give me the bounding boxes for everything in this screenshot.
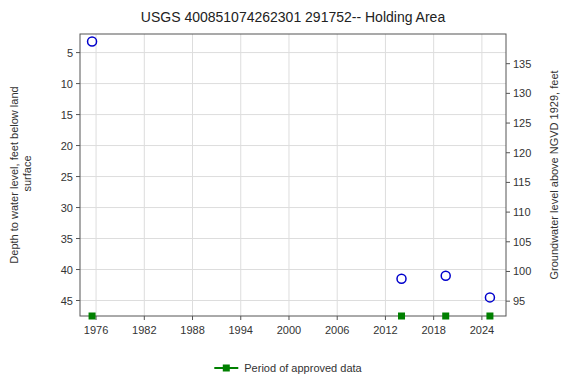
background bbox=[0, 0, 576, 384]
grid-line bbox=[80, 300, 506, 301]
grid-line bbox=[192, 34, 193, 316]
grid-line bbox=[433, 34, 434, 316]
grid-line bbox=[80, 114, 506, 115]
tick bbox=[76, 114, 80, 115]
tick bbox=[506, 182, 510, 183]
grid-line bbox=[481, 34, 482, 316]
y-axis-label-line: Depth to water level, feet below land bbox=[8, 86, 20, 263]
plot-area bbox=[88, 37, 495, 302]
grid-line bbox=[288, 34, 289, 316]
grid-line bbox=[96, 34, 97, 316]
period-marker bbox=[442, 313, 449, 320]
tick bbox=[506, 93, 510, 94]
tick bbox=[240, 316, 241, 320]
y-axis-label: Depth to water level, feet below land su… bbox=[8, 86, 33, 263]
axes: 1976 1982 1988 1994 2000 2006 2012 2018 2024 5 10 1… bbox=[61, 47, 532, 336]
tick-label: 115 bbox=[513, 176, 531, 188]
tick bbox=[76, 300, 80, 301]
y2-axis-label: Groundwater level above NGVD 1929, feet bbox=[548, 70, 560, 279]
edge-markers bbox=[89, 313, 494, 320]
grid-line bbox=[80, 52, 506, 53]
grid-line bbox=[80, 207, 506, 208]
title: USGS 400851074262301 291752-- Holding Ar… bbox=[141, 9, 446, 25]
tick bbox=[76, 269, 80, 270]
grid-line bbox=[337, 34, 338, 316]
tick bbox=[76, 83, 80, 84]
grid-line bbox=[144, 34, 145, 316]
tick-label: 20 bbox=[61, 140, 73, 152]
tick bbox=[506, 241, 510, 242]
tick bbox=[288, 316, 289, 320]
tick-label: 40 bbox=[61, 264, 73, 276]
tick-label: 95 bbox=[513, 295, 525, 307]
tick bbox=[144, 316, 145, 320]
tick-label: 2006 bbox=[325, 324, 349, 336]
tick-label: 5 bbox=[67, 47, 73, 59]
tick bbox=[385, 316, 386, 320]
tick bbox=[76, 145, 80, 146]
tick bbox=[506, 212, 510, 213]
grid-line bbox=[240, 34, 241, 316]
grid-line bbox=[80, 269, 506, 270]
tick-label: 1976 bbox=[84, 324, 108, 336]
period-marker bbox=[486, 313, 493, 320]
legend-marker bbox=[223, 365, 230, 372]
tick-label: 110 bbox=[513, 206, 531, 218]
tick bbox=[481, 316, 482, 320]
tick-label: 45 bbox=[61, 295, 73, 307]
tick bbox=[76, 52, 80, 53]
tick bbox=[76, 176, 80, 177]
tick bbox=[76, 238, 80, 239]
grid bbox=[80, 34, 506, 316]
tick bbox=[96, 316, 97, 320]
plot-frame bbox=[80, 34, 506, 316]
tick-label: 105 bbox=[513, 236, 531, 248]
tick-label: 35 bbox=[61, 233, 73, 245]
tick bbox=[433, 316, 434, 320]
tick bbox=[506, 152, 510, 153]
tick-label: 15 bbox=[61, 109, 73, 121]
tick-label: 2012 bbox=[373, 324, 397, 336]
period-marker bbox=[89, 313, 96, 320]
grid-line bbox=[80, 83, 506, 84]
tick-label: 2018 bbox=[421, 324, 445, 336]
tick-label: 2024 bbox=[470, 324, 494, 336]
tick bbox=[192, 316, 193, 320]
grid-line bbox=[80, 145, 506, 146]
grid-line bbox=[80, 238, 506, 239]
point bbox=[88, 37, 97, 46]
tick bbox=[506, 271, 510, 272]
tick-label: 1988 bbox=[180, 324, 204, 336]
tick-label: 30 bbox=[61, 202, 73, 214]
tick bbox=[506, 63, 510, 64]
tick-label: 120 bbox=[513, 147, 531, 159]
tick bbox=[506, 123, 510, 124]
tick-label: 10 bbox=[61, 78, 73, 90]
point bbox=[441, 271, 450, 280]
y-axis-label-line: surface bbox=[21, 155, 33, 194]
tick bbox=[76, 207, 80, 208]
grid-line bbox=[80, 176, 506, 177]
legend-label: Period of approved data bbox=[244, 362, 362, 374]
grid-line bbox=[385, 34, 386, 316]
tick-label: 1994 bbox=[229, 324, 253, 336]
tick-label: 130 bbox=[513, 87, 531, 99]
tick-label: 100 bbox=[513, 265, 531, 277]
tick-label: 2000 bbox=[277, 324, 301, 336]
tick-label: 135 bbox=[513, 58, 531, 70]
period-marker bbox=[398, 313, 405, 320]
tick-label: 1982 bbox=[132, 324, 156, 336]
legend: Period of approved data bbox=[214, 362, 362, 374]
point bbox=[397, 274, 406, 283]
tick-label: 25 bbox=[61, 171, 73, 183]
point bbox=[485, 293, 494, 302]
chart: 1976 1982 1988 1994 2000 2006 2012 2018 2024 5 10 1… bbox=[0, 0, 576, 384]
tick bbox=[337, 316, 338, 320]
tick-label: 125 bbox=[513, 117, 531, 129]
tick bbox=[506, 301, 510, 302]
